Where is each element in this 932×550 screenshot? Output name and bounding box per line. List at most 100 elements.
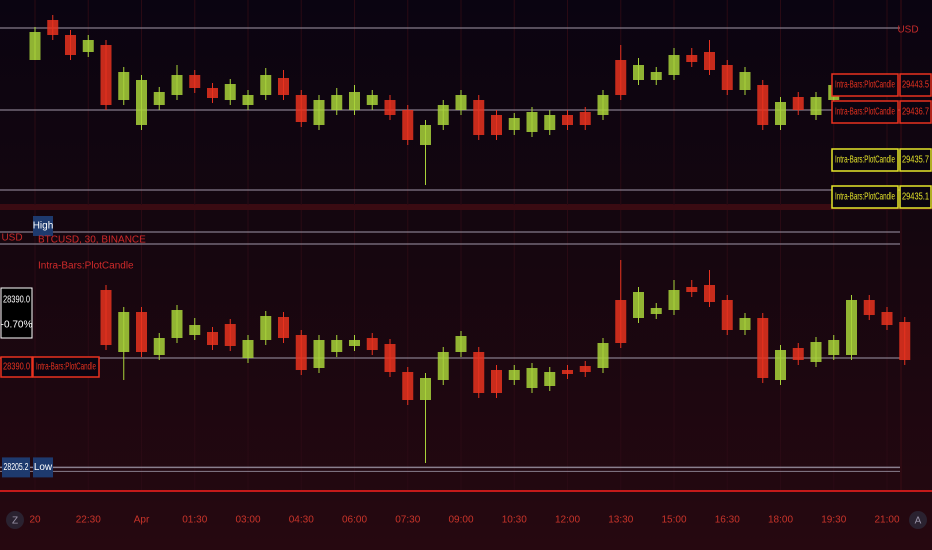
candle-body (757, 318, 769, 378)
x-tick-label: 16:30 (715, 515, 740, 526)
candle-body (278, 78, 289, 95)
toolbar-button[interactable] (6, 511, 24, 529)
candle-body (153, 92, 165, 105)
indicator-value: 28390.0 (3, 362, 30, 373)
last-price-box (0, 287, 33, 339)
candle-body (366, 338, 378, 350)
pane-separator (0, 204, 932, 210)
candle-body (491, 370, 502, 393)
candle-body (260, 75, 272, 95)
candle-body (402, 110, 414, 140)
legend-box (831, 73, 899, 97)
candle-body (650, 308, 662, 314)
candle-body (792, 348, 804, 360)
indicator-label: Intra-Bars:PlotCandle (38, 261, 134, 272)
candle-body (455, 95, 467, 110)
candle-body (544, 115, 556, 130)
candle-body (615, 60, 627, 95)
candle-body (508, 118, 520, 130)
candle-body (100, 45, 112, 105)
candle-body (810, 342, 822, 362)
candle-body (153, 338, 165, 355)
candle-body (224, 84, 236, 100)
x-tick-label: 04:30 (289, 515, 314, 526)
legend-box (899, 148, 932, 172)
candle-body (136, 312, 147, 352)
legend-box (899, 185, 932, 209)
currency-label: USD (1, 233, 22, 244)
candle-body (260, 316, 272, 340)
candle-body (295, 335, 307, 370)
toolbar-button[interactable] (909, 511, 927, 529)
candle-body (65, 35, 76, 55)
candle-body (29, 32, 41, 60)
change: -0.70% (1, 320, 33, 331)
candle-body (118, 312, 130, 352)
x-tick-label: 01:30 (182, 515, 207, 526)
candle-body (863, 300, 875, 315)
x-tick-label: 06:00 (342, 515, 367, 526)
layer: USD Intra-Bars:PlotCandle 29443.5 Intra-Bar… (0, 0, 932, 526)
candle-body (775, 350, 786, 380)
candle-body (562, 370, 573, 374)
candle-body (207, 88, 218, 98)
candle-body (775, 102, 786, 125)
candle-body (295, 95, 307, 122)
candle-body (189, 325, 201, 335)
toolbar-label[interactable]: A (915, 516, 922, 527)
candle-body (437, 352, 449, 380)
high-box (33, 216, 53, 236)
toolbar-label[interactable]: Z (12, 516, 18, 527)
candle-body (846, 300, 857, 355)
candle-body (562, 115, 573, 125)
low-label: Low (34, 462, 53, 473)
low-value-box (2, 457, 30, 478)
candle-body (739, 72, 751, 90)
x-tick-label: 10:30 (502, 515, 527, 526)
legend-value: 29435.1 (902, 192, 929, 203)
candle-body (420, 125, 431, 145)
indicator-name-box (32, 356, 100, 378)
candle-body (668, 55, 680, 75)
low-value: 28205.2 (4, 462, 29, 473)
candle-body (721, 65, 733, 90)
candle-body (650, 72, 662, 80)
candle-body (526, 112, 538, 132)
x-tick-label: 20 (29, 515, 41, 526)
legend-name: Intra-Bars:PlotCandle (835, 192, 895, 203)
candle-body (579, 112, 591, 125)
legend-name: Intra-Bars:PlotCandle (835, 155, 895, 166)
x-tick-label: 13:30 (608, 515, 633, 526)
candle-body (349, 340, 360, 346)
indicator-name: Intra-Bars:PlotCandle (36, 362, 96, 373)
candle-body (242, 95, 254, 105)
candle-body (579, 366, 591, 372)
x-tick-label: 12:00 (555, 515, 580, 526)
candle-body (526, 368, 538, 388)
candle-body (384, 100, 396, 115)
legend-name: Intra-Bars:PlotCandle (835, 107, 895, 118)
candle-body (633, 65, 644, 80)
candle-body (508, 370, 520, 380)
last-price: 28390.0 (3, 295, 30, 306)
candle-body (420, 378, 431, 400)
candle-body (721, 300, 733, 330)
candle-body (118, 72, 130, 100)
legend-name: Intra-Bars:PlotCandle (835, 80, 895, 91)
x-tick-label: 09:00 (448, 515, 473, 526)
candle-body (686, 287, 698, 292)
candle-body (473, 352, 485, 393)
x-tick-label: 15:00 (661, 515, 686, 526)
candle-body (189, 75, 201, 88)
candle-body (739, 318, 751, 330)
symbol-label: BTCUSD, 30, BINANCE (38, 235, 146, 246)
high-label: High (33, 221, 54, 232)
candle-body (473, 100, 485, 135)
currency-label: USD (897, 25, 918, 36)
indicator-value-box (0, 356, 33, 378)
legend-value: 29443.5 (902, 80, 929, 91)
legend-value: 29436.7 (902, 107, 929, 118)
candle-body (136, 80, 147, 125)
candle-body (668, 290, 680, 310)
